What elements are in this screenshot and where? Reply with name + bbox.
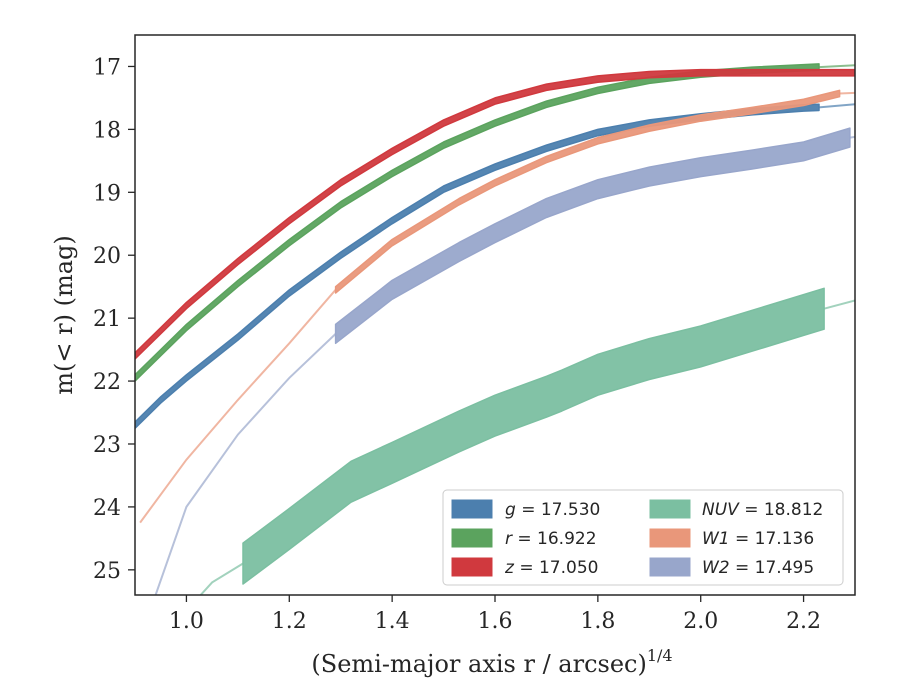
series-nuv-model-line	[199, 562, 244, 595]
legend-swatch-w1	[649, 528, 691, 548]
y-tick-label: 21	[93, 307, 121, 332]
series-w2-model-line	[154, 333, 337, 595]
legend-swatch-z	[451, 557, 493, 577]
legend-label-nuv: NUV = 18.812	[702, 500, 823, 520]
legend-label-z-value: = 17.050	[514, 558, 599, 578]
x-tick-label: 1.8	[580, 609, 615, 634]
y-tick-label: 20	[93, 244, 121, 269]
x-tick-label: 1.4	[375, 609, 410, 634]
y-axis-label: m(< r) (mag)	[50, 235, 78, 394]
legend-swatch-nuv	[649, 499, 691, 519]
legend-label-z: z = 17.050	[504, 558, 598, 578]
legend-label-w1-value: = 17.136	[730, 529, 815, 549]
series-g-band	[135, 103, 820, 430]
legend-label-g-symbol: g	[505, 500, 516, 520]
x-axis-label: (Semi-major axis r / arcsec)1/4	[311, 646, 672, 678]
series-w1-band	[334, 89, 841, 294]
series-w2-model-tail	[849, 135, 855, 139]
series-w1-model-tail	[839, 91, 855, 95]
x-tick-label: 1.2	[272, 609, 307, 634]
x-tick-label: 1.0	[169, 609, 204, 634]
legend-label-g-value: = 17.530	[516, 500, 601, 520]
legend-label-nuv-value: = 18.812	[739, 500, 824, 520]
series-g-model-line	[818, 103, 855, 109]
series-layer	[135, 63, 855, 595]
y-tick-label: 23	[93, 433, 121, 458]
legend-swatch-g	[451, 499, 493, 519]
legend-label-g: g = 17.530	[505, 500, 600, 520]
series-w1-model-line	[139, 289, 337, 524]
legend-box	[442, 489, 844, 586]
y-tick-label: 18	[93, 118, 121, 143]
series-nuv-model-tail	[823, 299, 855, 310]
series-w2-band	[334, 127, 851, 345]
legend-label-z-symbol: z	[504, 558, 515, 578]
legend-swatch-w2	[649, 557, 691, 577]
legend-label-nuv-symbol: NUV	[702, 500, 740, 520]
x-tick-label: 1.6	[478, 609, 513, 634]
legend-label-w2-value: = 17.495	[730, 558, 815, 578]
y-tick-label: 25	[93, 559, 121, 584]
x-tick-label: 2.2	[786, 609, 821, 634]
ticks-layer: 1.0 1.2 1.4 1.6 1.8 2.0 2.2 17 18 19 20 21 22 23 24 25	[93, 55, 821, 634]
legend-label-w2-symbol: W2	[702, 558, 730, 578]
legend-label-r: r = 16.922	[505, 529, 597, 549]
y-tick-label: 22	[93, 370, 121, 395]
svg-text:(Semi-major axis r / arcsec)1/: (Semi-major axis r / arcsec)1/4	[311, 646, 672, 678]
x-tick-label: 2.0	[683, 609, 718, 634]
y-tick-label: 17	[93, 55, 121, 80]
y-tick-label: 19	[93, 181, 121, 206]
x-axis-label-exponent: 1/4	[647, 646, 673, 665]
y-tick-label: 24	[93, 496, 121, 521]
legend-label-w1: W1 = 17.136	[702, 529, 814, 549]
series-z-band	[135, 68, 855, 360]
series-nuv-band	[242, 287, 825, 585]
series-r-model-line	[818, 64, 855, 69]
x-axis-label-text: (Semi-major axis r / arcsec)	[311, 650, 646, 678]
legend-label-w2: W2 = 17.495	[702, 558, 814, 578]
legend-label-r-symbol: r	[505, 529, 513, 549]
legend-label-w1-symbol: W1	[702, 529, 730, 549]
legend-swatch-r	[451, 528, 493, 548]
legend-label-r-value: = 16.922	[512, 529, 597, 549]
